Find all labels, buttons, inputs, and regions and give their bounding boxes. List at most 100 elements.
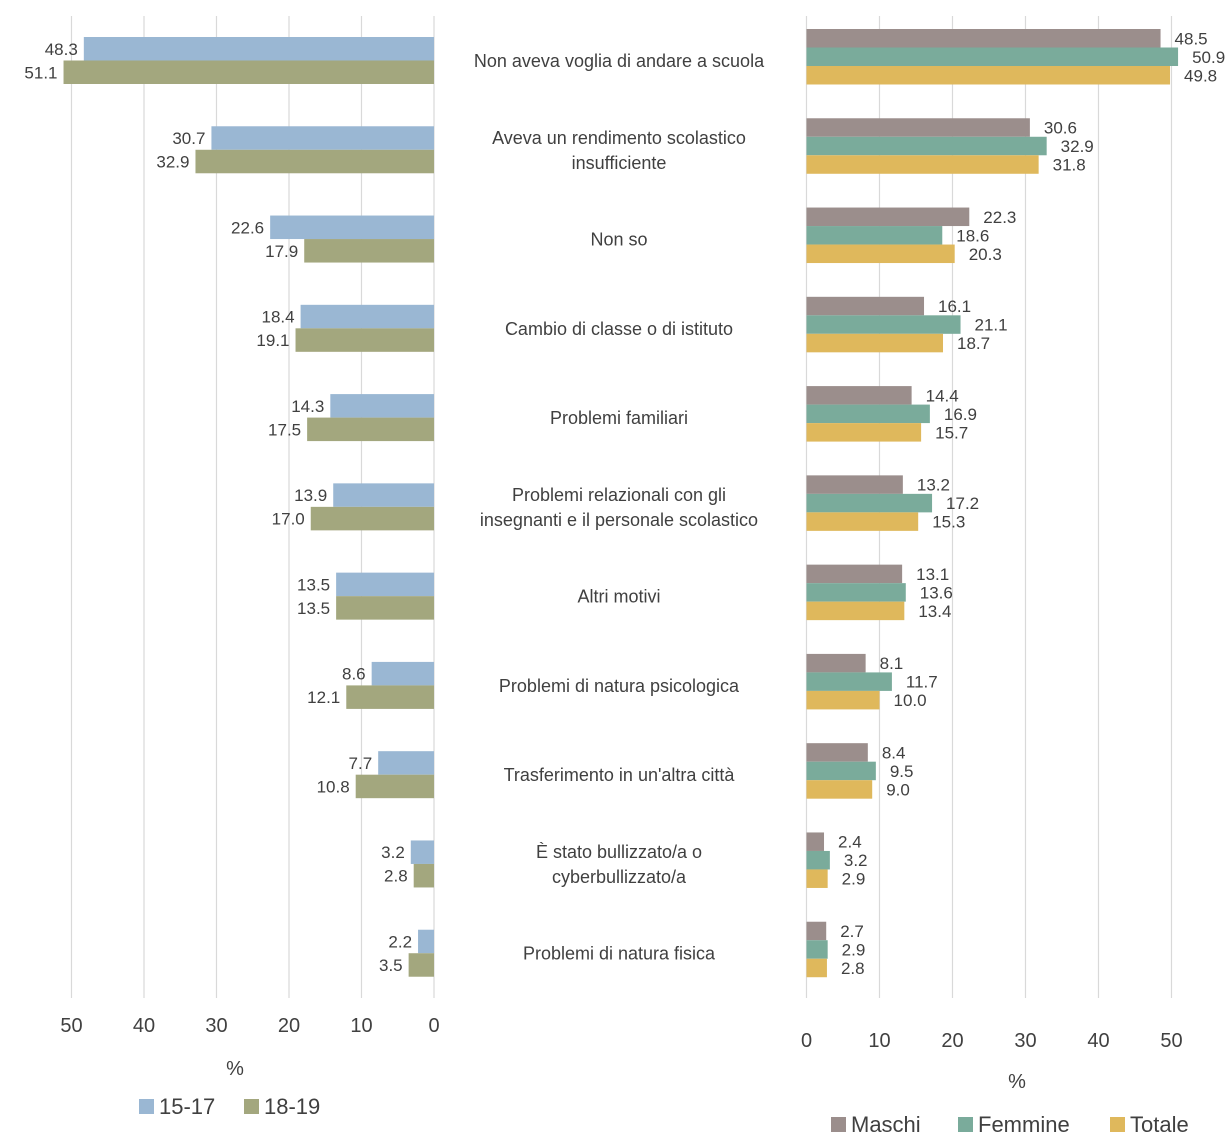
right-legend-label: Maschi <box>851 1112 921 1137</box>
left-bar-18-19 <box>336 596 434 620</box>
left-bar-18-19 <box>307 417 434 442</box>
right-data-label: 2.4 <box>838 833 862 852</box>
right-bar-Maschi <box>806 921 827 941</box>
right-tick-label: 30 <box>1014 1030 1036 1052</box>
left-bar-15-17 <box>300 304 434 329</box>
right-data-label: 2.9 <box>842 940 866 959</box>
right-data-label: 13.4 <box>918 602 951 621</box>
right-legend-swatch <box>831 1117 846 1132</box>
right-data-label: 32.9 <box>1061 137 1094 156</box>
left-data-label: 18.4 <box>262 308 295 327</box>
right-axis-title: % <box>1008 1071 1026 1093</box>
right-bar-Totale <box>806 66 1171 85</box>
left-bar-18-19 <box>346 685 434 709</box>
left-data-label: 3.5 <box>379 956 403 975</box>
right-data-label: 8.1 <box>880 654 904 673</box>
right-bar-Totale <box>806 512 919 531</box>
left-bar-15-17 <box>211 126 434 150</box>
right-panel: 0 10 20 30 40 50% 48.550.949.8 30.632.931.8 22.3… <box>801 16 1225 1093</box>
left-tick-label: 0 <box>428 1015 439 1037</box>
right-bar-Femmine <box>806 315 961 334</box>
right-data-label: 30.6 <box>1044 119 1077 138</box>
right-legend-label: Femmine <box>978 1112 1070 1137</box>
right-tick-label: 40 <box>1087 1030 1109 1052</box>
right-tick-label: 20 <box>941 1030 963 1052</box>
right-data-label: 13.6 <box>920 583 953 602</box>
right-bar-Totale <box>806 333 944 353</box>
left-legend-swatch <box>244 1099 259 1114</box>
category-label: Problemi di natura fisica <box>523 944 716 964</box>
right-bar-Totale <box>806 155 1039 174</box>
left-bar-18-19 <box>195 149 434 174</box>
left-data-label: 17.0 <box>272 510 305 529</box>
left-data-label: 17.9 <box>265 242 298 261</box>
category-label: Non aveva voglia di andare a scuola <box>474 51 765 71</box>
right-bar-Maschi <box>806 296 925 316</box>
left-bar-15-17 <box>330 394 434 418</box>
category-label: È stato bullizzato/a o cyberbullizzato/a <box>536 842 702 887</box>
left-legend: 15-17 18-19 <box>139 1094 320 1119</box>
right-bar-Totale <box>806 958 827 978</box>
right-bar-Totale <box>806 601 905 621</box>
right-legend: Maschi Femmine Totale <box>831 1112 1189 1137</box>
left-bar-18-19 <box>295 328 434 352</box>
right-bar-Totale <box>806 869 828 888</box>
category-label: Problemi familiari <box>550 408 688 428</box>
right-tick-label: 50 <box>1160 1030 1182 1052</box>
left-data-label: 2.8 <box>384 867 408 886</box>
right-bar-Maschi <box>806 653 866 673</box>
left-data-label: 8.6 <box>342 665 366 684</box>
left-bar-15-17 <box>378 751 434 775</box>
right-data-label: 2.7 <box>840 922 864 941</box>
left-data-label: 17.5 <box>268 420 301 439</box>
right-data-label: 14.4 <box>926 386 959 405</box>
right-data-label: 10.0 <box>894 691 927 710</box>
right-data-label: 15.7 <box>935 423 968 442</box>
left-bar-18-19 <box>408 953 434 977</box>
right-data-label: 21.1 <box>975 316 1008 335</box>
left-data-label: 3.2 <box>381 843 405 862</box>
right-bar-Maschi <box>806 207 970 227</box>
right-data-label: 50.9 <box>1192 48 1225 67</box>
category-label: Trasferimento in un'altra città <box>504 765 736 785</box>
category-label: Non so <box>590 230 647 250</box>
left-bar-15-17 <box>333 483 434 507</box>
right-data-label: 2.8 <box>841 959 865 978</box>
right-bar-Totale <box>806 244 955 264</box>
right-data-label: 31.8 <box>1053 156 1086 175</box>
right-data-label: 3.2 <box>844 851 868 870</box>
right-data-label: 22.3 <box>983 208 1016 227</box>
right-data-label: 18.7 <box>957 334 990 353</box>
category-label: Problemi relazionali con gli insegnanti e… <box>480 485 758 530</box>
right-data-label: 8.4 <box>882 743 906 762</box>
left-data-label: 30.7 <box>172 129 205 148</box>
right-bar-Femmine <box>806 404 930 424</box>
left-legend-label: 18-19 <box>264 1094 320 1119</box>
left-bar-15-17 <box>336 572 434 597</box>
right-data-label: 16.9 <box>944 405 977 424</box>
left-bar-15-17 <box>83 37 434 61</box>
right-legend-swatch <box>1110 1117 1125 1132</box>
left-bar-15-17 <box>270 215 434 240</box>
right-data-label: 48.5 <box>1175 29 1208 48</box>
left-bar-18-19 <box>310 506 434 531</box>
left-tick-label: 50 <box>60 1015 82 1037</box>
right-data-label: 49.8 <box>1184 66 1217 85</box>
right-data-label: 18.6 <box>956 226 989 245</box>
right-bar-Femmine <box>806 850 830 870</box>
category-labels: Non aveva voglia di andare a scuola Aveva… <box>474 51 765 964</box>
left-data-label: 13.5 <box>297 599 330 618</box>
left-data-label: 13.5 <box>297 575 330 594</box>
left-tick-label: 20 <box>278 1015 300 1037</box>
left-bar-18-19 <box>413 863 434 888</box>
right-bar-Maschi <box>806 118 1030 137</box>
right-data-label: 13.1 <box>916 565 949 584</box>
right-bar-Maschi <box>806 29 1161 48</box>
right-bar-Maschi <box>806 832 825 851</box>
right-bar-Femmine <box>806 940 828 959</box>
right-data-label: 2.9 <box>842 870 866 889</box>
left-data-label: 10.8 <box>317 777 350 796</box>
category-label: Problemi di natura psicologica <box>499 676 740 696</box>
